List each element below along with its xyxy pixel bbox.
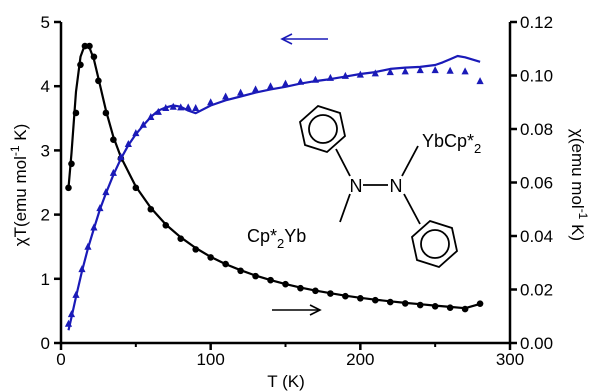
right-y-axis-title: χ(emu mol-1 K) bbox=[568, 129, 590, 241]
right-y-tick-label: 0.00 bbox=[520, 334, 553, 353]
left-arrow-head bbox=[280, 33, 293, 45]
data-point-triangle bbox=[237, 88, 245, 96]
left-y-tick-label: 5 bbox=[41, 13, 50, 32]
x-tick-label: 200 bbox=[346, 350, 374, 369]
label-cp2yb-sub: 2 bbox=[277, 236, 284, 251]
ticks bbox=[54, 20, 517, 350]
data-point-triangle bbox=[281, 79, 290, 87]
right-y-title-sup: -1 bbox=[576, 209, 590, 220]
phenyl-ring-top-inner bbox=[308, 114, 338, 144]
data-point-triangle bbox=[446, 66, 454, 74]
phenyl-ring-bottom bbox=[411, 219, 458, 269]
label-cp2yb-end: Yb bbox=[284, 226, 306, 246]
data-point-triangle bbox=[117, 152, 125, 160]
tick-labels: 0 100 200 300 0 1 2 3 4 5 0.00 0.02 0.04 0.06 0.08 0.10… bbox=[41, 13, 554, 369]
data-point-triangle bbox=[386, 68, 394, 76]
right-axis-arrow bbox=[272, 304, 322, 316]
data-point-circle bbox=[86, 42, 93, 50]
left-y-title-main: χT(emu mol bbox=[11, 156, 30, 246]
left-y-axis-title: χT(emu mol-1 K) bbox=[8, 124, 30, 247]
x-axis-title: T (K) bbox=[267, 372, 304, 391]
phenyl-ring-bottom-inner bbox=[420, 229, 450, 259]
left-y-tick-label: 3 bbox=[41, 141, 50, 160]
x-tick-label: 300 bbox=[496, 350, 524, 369]
data-point-triangle bbox=[401, 67, 409, 75]
bond-n-right-yb bbox=[401, 145, 419, 177]
data-point-triangle bbox=[192, 104, 200, 112]
bond-n-right-ring bbox=[403, 193, 421, 225]
label-ybcp2-main: YbCp* bbox=[422, 131, 474, 151]
atom-n-left: N bbox=[350, 176, 363, 196]
label-cp2yb-main: Cp* bbox=[247, 226, 277, 246]
series-0 bbox=[65, 42, 484, 313]
data-point-triangle bbox=[222, 92, 230, 100]
atom-n-right: N bbox=[390, 176, 403, 196]
label-cp2yb: Cp*2Yb bbox=[247, 226, 306, 251]
left-y-tick-label: 2 bbox=[41, 206, 50, 225]
series-2 bbox=[64, 66, 484, 327]
fit-line bbox=[67, 43, 481, 310]
axes bbox=[59, 22, 512, 345]
left-y-title-sup: -1 bbox=[8, 145, 22, 156]
bond-n-left-yb bbox=[339, 193, 351, 223]
left-y-tick-label: 0 bbox=[41, 334, 50, 353]
data-point-triangle bbox=[476, 77, 484, 85]
data-point-triangle bbox=[266, 82, 275, 90]
right-y-tick-label: 0.12 bbox=[520, 13, 553, 32]
data-point-circle bbox=[65, 184, 72, 192]
left-y-tick-label: 1 bbox=[41, 270, 50, 289]
left-y-tick-label: 4 bbox=[41, 77, 50, 96]
series-1 bbox=[67, 43, 481, 310]
series-3 bbox=[67, 54, 481, 331]
data-point-triangle bbox=[251, 85, 260, 93]
data-point-triangle bbox=[461, 67, 469, 75]
data-point-triangle bbox=[431, 66, 439, 74]
right-arrow-head bbox=[309, 304, 322, 316]
x-tick-label: 100 bbox=[196, 350, 224, 369]
data-point-triangle bbox=[416, 66, 424, 74]
right-y-tick-label: 0.02 bbox=[520, 281, 553, 300]
fit-line bbox=[67, 54, 481, 331]
left-axis-arrow bbox=[280, 33, 328, 45]
series-layer bbox=[64, 42, 484, 331]
right-y-title-main: χ(emu mol bbox=[568, 129, 587, 209]
x-tick-label: 0 bbox=[56, 350, 65, 369]
right-y-tick-label: 0.04 bbox=[520, 227, 553, 246]
label-ybcp2: YbCp*2 bbox=[422, 131, 481, 156]
right-y-tick-label: 0.08 bbox=[520, 120, 553, 139]
label-ybcp2-sub: 2 bbox=[474, 141, 481, 156]
data-point-triangle bbox=[207, 98, 215, 106]
right-y-tick-label: 0.10 bbox=[520, 67, 553, 86]
phenyl-ring-top bbox=[299, 104, 346, 154]
right-y-tick-label: 0.06 bbox=[520, 174, 553, 193]
molecule-structure bbox=[299, 104, 458, 269]
right-y-title-end: K) bbox=[568, 219, 587, 241]
bond-ring-top-n bbox=[335, 148, 351, 177]
left-y-title-end: K) bbox=[11, 124, 30, 146]
